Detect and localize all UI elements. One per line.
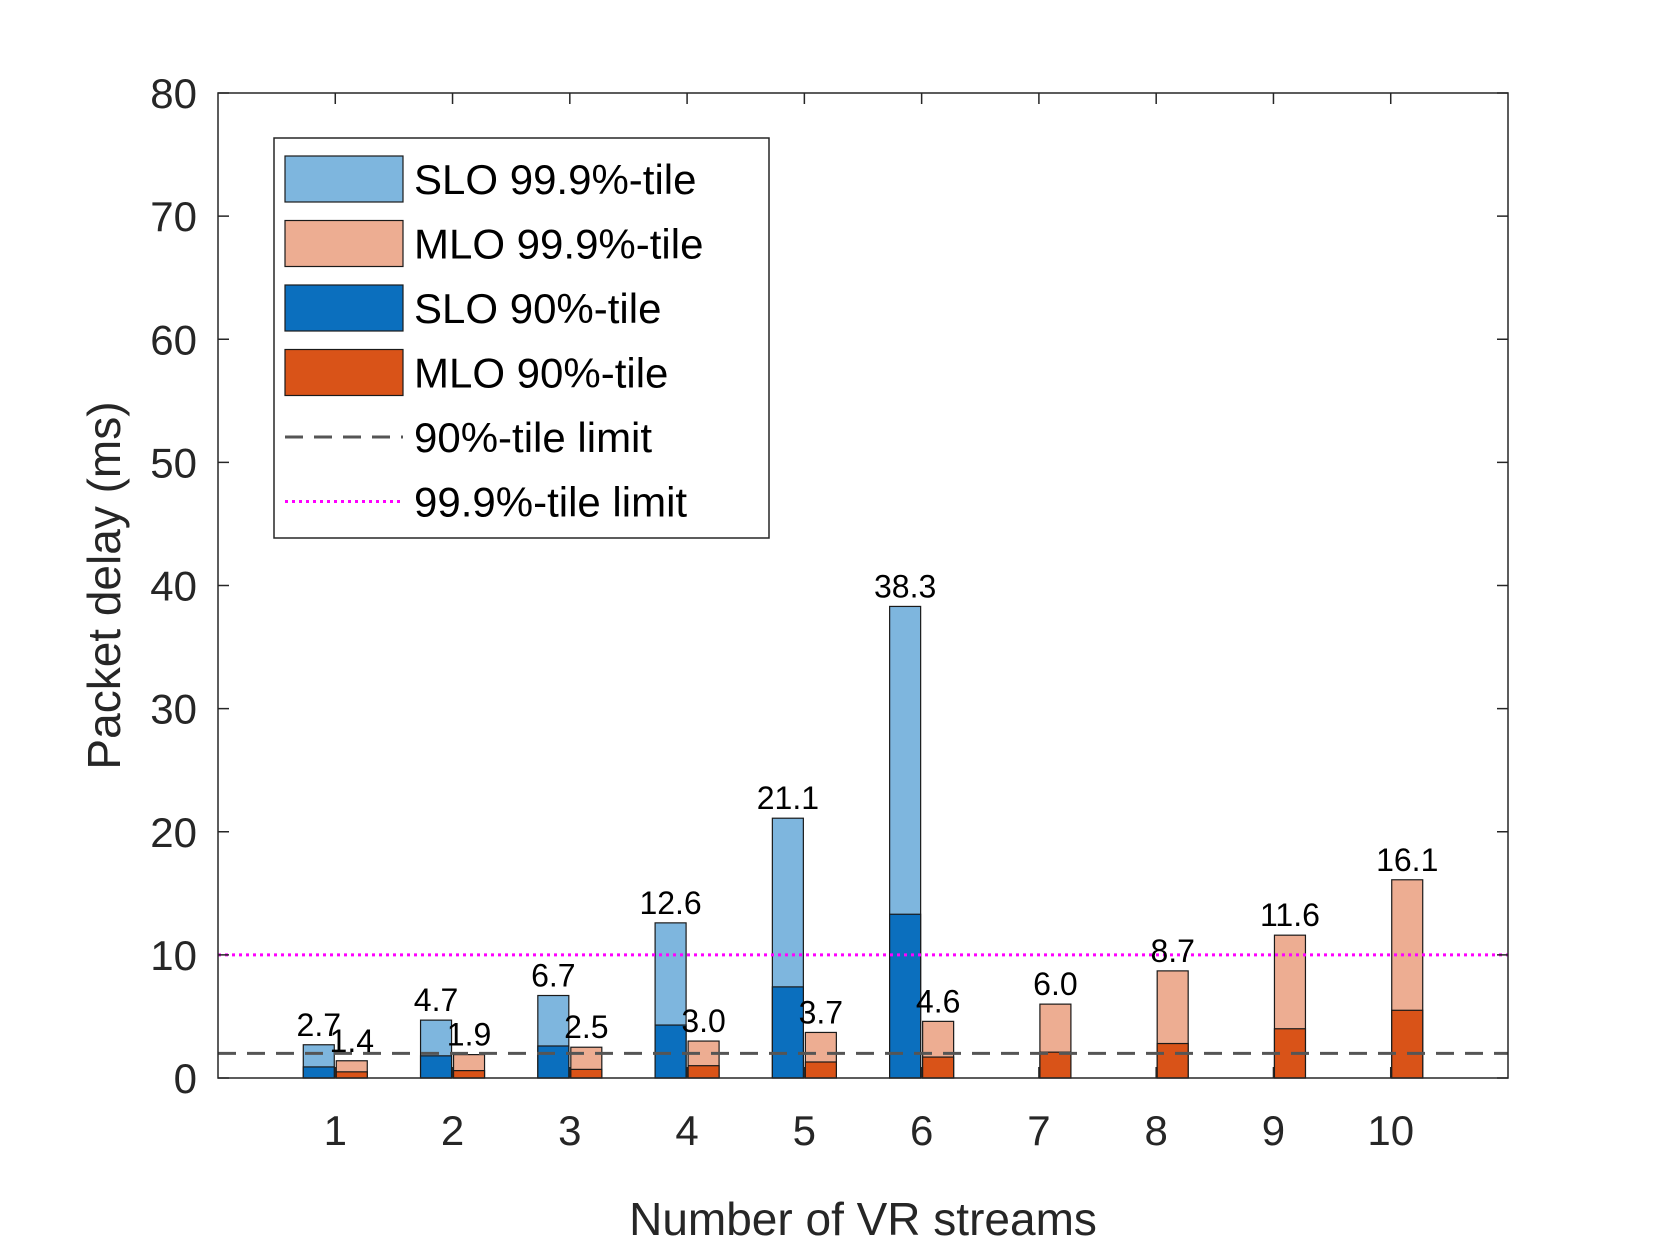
data-label-slo-6: 38.3 (874, 568, 936, 604)
axes: 0 10 20 30 40 50 60 70 80 1 2 3 4 5 6 7 8 9 10 (150, 70, 1509, 1154)
data-label-mlo-10: 16.1 (1376, 842, 1438, 878)
legend-label: 90%-tile limit (414, 414, 652, 461)
x-tick-label: 8 (1145, 1107, 1168, 1154)
y-tick-label: 20 (150, 809, 197, 856)
x-tick-label: 10 (1367, 1107, 1414, 1154)
data-labels: 2.7 4.7 6.7 12.6 21.1 38.3 1.4 1.9 2.5 3.0 3.7 4.6 6… (297, 568, 1439, 1058)
y-tick-label: 40 (150, 563, 197, 610)
bar-slo-90-tile-2 (419, 1055, 453, 1079)
bar-mlo-90-tile-3 (570, 1068, 603, 1079)
y-tick-label: 0 (174, 1055, 197, 1102)
legend-swatch (284, 219, 404, 268)
legend-label: 99.9%-tile limit (414, 479, 687, 526)
bar-mlo-90-tile-4 (687, 1065, 720, 1079)
data-label-mlo-2: 1.9 (447, 1017, 491, 1053)
bar-slo-90-tile-6 (889, 913, 922, 1079)
x-tick-label: 7 (1027, 1107, 1050, 1154)
legend-label: SLO 99.9%-tile (414, 156, 696, 203)
data-label-slo-2: 4.7 (414, 982, 458, 1018)
x-tick-label: 4 (675, 1107, 698, 1154)
y-tick-label: 80 (150, 70, 197, 117)
data-label-mlo-8: 8.7 (1150, 933, 1194, 969)
bar-slo-90-tile-5 (771, 986, 804, 1079)
x-tick-label: 5 (793, 1107, 816, 1154)
bar-mlo-90-tile-10 (1391, 1009, 1424, 1079)
bar-mlo-90-tile-6 (922, 1056, 955, 1079)
data-label-slo-4: 12.6 (639, 885, 701, 921)
data-label-mlo-6: 4.6 (916, 983, 960, 1019)
y-tick-label: 30 (150, 686, 197, 733)
data-label-mlo-9: 11.6 (1260, 897, 1320, 933)
y-tick-label: 50 (150, 439, 197, 486)
data-label-slo-1: 2.7 (297, 1007, 341, 1043)
y-tick-label: 10 (150, 932, 197, 979)
reference-lines (218, 953, 1508, 1055)
bar-slo-90-tile-1 (302, 1066, 335, 1079)
data-label-slo-5: 21.1 (757, 780, 819, 816)
bar-mlo-90-tile-2 (452, 1070, 486, 1079)
y-axis-label: Packet delay (ms) (78, 401, 130, 769)
x-tick-label: 1 (324, 1107, 347, 1154)
bar-slo-90-tile-3 (537, 1045, 570, 1079)
legend-swatch (284, 155, 404, 203)
legend-swatch (284, 348, 404, 397)
legend: SLO 99.9%-tile MLO 99.9%-tile SLO 90%-tile… (273, 137, 770, 539)
bars (302, 605, 1424, 1079)
bar-slo-90-tile-4 (654, 1024, 687, 1079)
legend-label: SLO 90%-tile (414, 285, 661, 332)
data-label-slo-3: 6.7 (531, 958, 575, 994)
data-label-mlo-3: 2.5 (564, 1009, 608, 1045)
bar-mlo-90-tile-1 (335, 1071, 368, 1079)
x-tick-label: 6 (910, 1107, 933, 1154)
legend-label: MLO 99.9%-tile (414, 221, 703, 268)
data-label-mlo-1: 1.4 (330, 1023, 374, 1059)
bar-mlo-90-tile-5 (804, 1061, 837, 1079)
y-tick-label: 60 (150, 316, 197, 363)
x-axis-label: Number of VR streams (629, 1193, 1097, 1245)
data-label-mlo-7: 6.0 (1033, 966, 1077, 1002)
bar-mlo-90-tile-8 (1156, 1042, 1189, 1079)
legend-label: MLO 90%-tile (414, 350, 668, 397)
data-label-mlo-5: 3.7 (799, 994, 843, 1030)
data-label-mlo-4: 3.0 (681, 1003, 725, 1039)
bar-mlo-90-tile-7 (1039, 1051, 1072, 1079)
x-tick-label: 2 (441, 1107, 464, 1154)
legend-swatch (284, 284, 404, 332)
x-tick-label: 9 (1262, 1107, 1285, 1154)
legend-box (273, 137, 770, 539)
y-tick-label: 70 (150, 193, 197, 240)
x-tick-label: 3 (558, 1107, 581, 1154)
